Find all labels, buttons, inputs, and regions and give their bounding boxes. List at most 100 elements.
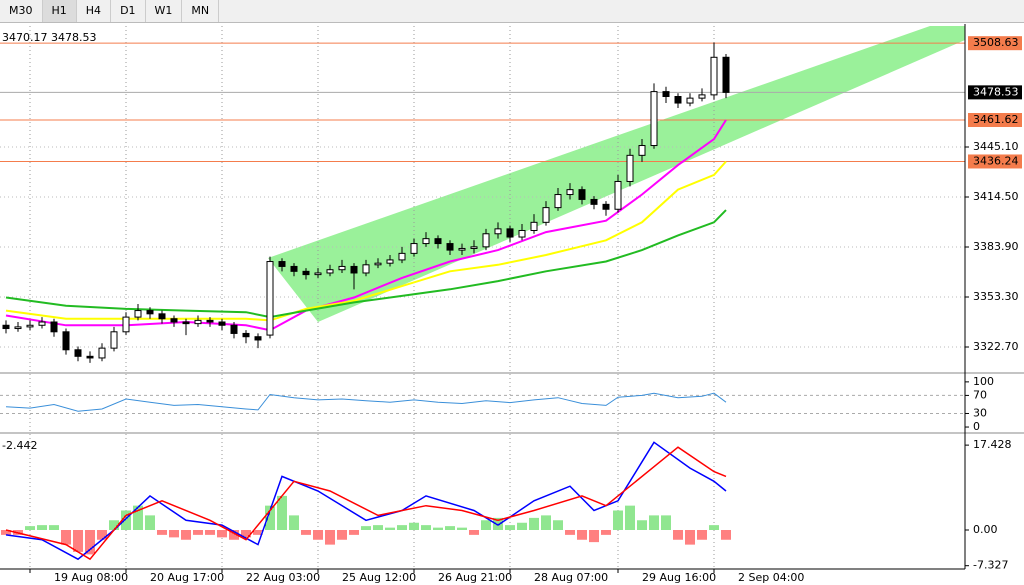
timeframe-button[interactable]: D1: [111, 0, 146, 22]
candle-body: [2, 324, 10, 330]
candle-body: [62, 331, 70, 351]
candle-body: [326, 269, 334, 274]
candle-body: [254, 336, 262, 341]
candle-body: [386, 259, 394, 264]
candle-body: [134, 310, 142, 318]
y-tick-label: 3322.70: [973, 340, 1019, 353]
price-level-label: 3436.24: [973, 154, 1019, 167]
y-tick-label: 100: [973, 375, 994, 388]
rsi-line: [5, 392, 727, 412]
candle-body: [626, 154, 634, 182]
x-tick-label: 26 Aug 21:00: [438, 571, 512, 584]
candle-body: [614, 180, 622, 210]
price-level-label: 3461.62: [973, 113, 1019, 126]
price-level-tag: [968, 154, 1022, 169]
candle-body: [194, 319, 202, 325]
candle-body: [506, 228, 514, 238]
x-tick-label: 22 Aug 03:00: [246, 571, 320, 584]
candle-body: [722, 56, 730, 93]
candle-body: [98, 347, 106, 359]
candle-body: [398, 252, 406, 261]
y-tick-label: 3445.10: [973, 140, 1019, 153]
x-tick-label: 28 Aug 07:00: [534, 571, 608, 584]
candle-body: [170, 318, 178, 323]
candle-body: [74, 349, 82, 357]
candle-body: [230, 324, 238, 334]
candle-body: [338, 265, 346, 271]
last-price-tag: [968, 85, 1022, 100]
last-price-label: 3478.53: [973, 85, 1019, 98]
candle-body: [446, 243, 454, 251]
panel-header: -2.442: [2, 439, 37, 452]
panel-header: 3470.17 3478.53: [2, 31, 96, 44]
candle-body: [482, 233, 490, 248]
x-tick-label: 29 Aug 16:00: [642, 571, 716, 584]
candle-body: [518, 229, 526, 238]
candle-body: [146, 310, 154, 315]
candle-body: [638, 145, 646, 156]
timeframe-button[interactable]: M30: [0, 0, 43, 22]
candle-body: [302, 270, 310, 276]
candle-body: [674, 96, 682, 104]
x-tick-label: 25 Aug 12:00: [342, 571, 416, 584]
candle-body: [26, 324, 34, 328]
y-tick-label: 70: [973, 388, 987, 401]
candle-body: [266, 261, 274, 336]
candle-body: [218, 321, 226, 326]
candle-body: [410, 243, 418, 254]
timeframe-button[interactable]: W1: [146, 0, 183, 22]
moving-average: [5, 119, 727, 332]
x-tick-label: 19 Aug 08:00: [54, 571, 128, 584]
candle-body: [278, 261, 286, 267]
moving-average: [5, 209, 727, 319]
y-tick-label: 0: [973, 420, 980, 433]
candle-body: [290, 265, 298, 272]
price-level-tag: [968, 113, 1022, 128]
candle-body: [122, 316, 130, 333]
timeframe-toolbar: M30 H1 H4 D1 W1 MN: [0, 0, 1024, 23]
y-tick-label: 17.428: [973, 438, 1012, 451]
candle-body: [374, 262, 382, 266]
candle-body: [698, 94, 706, 99]
candle-body: [542, 207, 550, 223]
timeframe-button[interactable]: H4: [77, 0, 112, 22]
y-tick-label: 0.00: [973, 523, 998, 536]
candle-body: [182, 321, 190, 325]
candle-body: [110, 331, 118, 349]
candle-body: [530, 221, 538, 231]
timeframe-button[interactable]: H1: [42, 0, 77, 22]
candle-body: [242, 332, 250, 338]
candle-body: [38, 321, 46, 326]
y-tick-label: 30: [973, 406, 987, 419]
trend-channel: [268, 26, 965, 322]
macd-line: [5, 441, 727, 561]
macd-line: [5, 446, 727, 561]
candle-body: [86, 355, 94, 359]
timeframe-button[interactable]: MN: [182, 0, 220, 22]
y-tick-label: -7.327: [973, 559, 1008, 572]
candle-body: [458, 247, 466, 251]
candle-body: [686, 97, 694, 104]
candle-body: [350, 265, 358, 274]
candle-body: [494, 228, 502, 235]
candle-body: [590, 198, 598, 205]
candle-body: [470, 246, 478, 249]
candle-body: [422, 238, 430, 245]
candle-body: [710, 56, 718, 96]
y-tick-label: 3353.30: [973, 290, 1019, 303]
candle-body: [434, 238, 442, 245]
candle-body: [314, 272, 322, 276]
candle-body: [662, 91, 670, 98]
moving-average: [5, 160, 727, 322]
candle-body: [206, 319, 214, 323]
candle-body: [554, 194, 562, 209]
candle-body: [602, 203, 610, 210]
candle-body: [50, 321, 58, 333]
x-tick-label: 2 Sep 04:00: [738, 571, 804, 584]
candle-body: [14, 326, 22, 330]
candle-body: [566, 189, 574, 196]
candle-body: [650, 91, 658, 147]
price-level-tag: [968, 36, 1022, 51]
candle-body: [362, 264, 370, 274]
